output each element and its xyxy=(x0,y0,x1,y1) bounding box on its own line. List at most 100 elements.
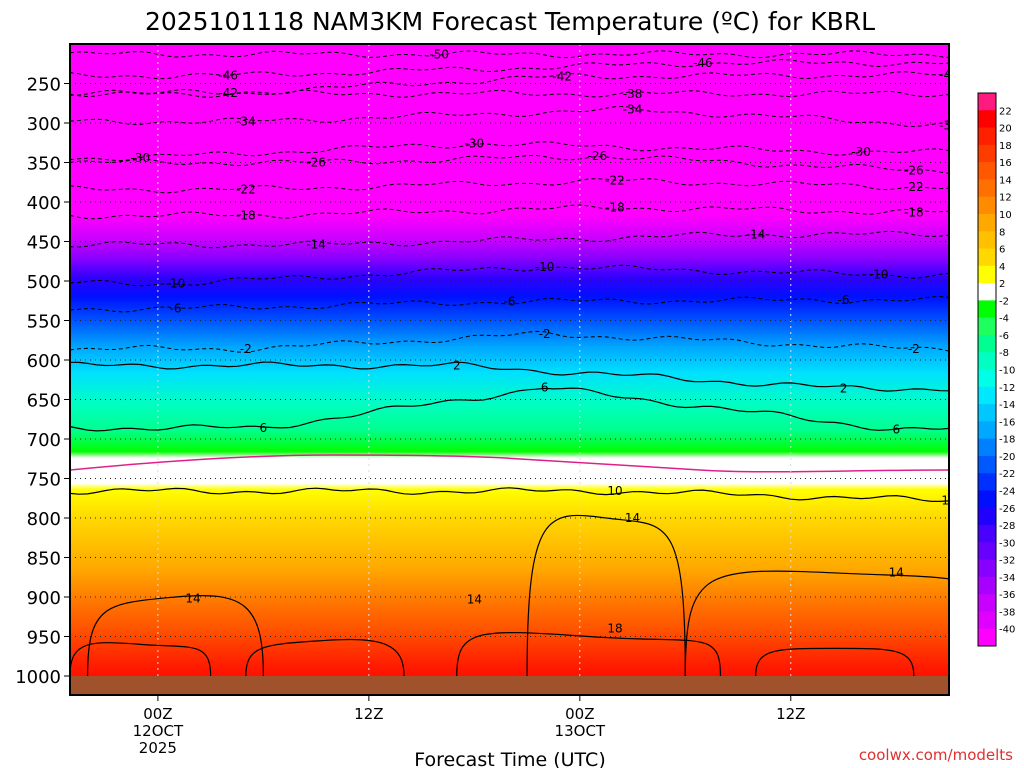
isotherm-label-text: -2 xyxy=(240,342,252,356)
isotherm-line xyxy=(70,487,949,502)
isotherm-label-text: 14 xyxy=(467,592,482,606)
colorbar: 22 20 18 16 14 12 10 8 6 4 2 -2 -4 -6 -8 -10 -12 -14 -16 -1… xyxy=(977,92,1015,647)
isotherm-label: -6 xyxy=(504,295,516,309)
colorbar-swatch xyxy=(978,507,996,526)
isotherm-label-text: -42 xyxy=(552,69,572,83)
isotherm-label-text: 6 xyxy=(260,421,268,435)
isotherm-label: -34 xyxy=(623,103,643,117)
isotherm-label: -14 xyxy=(746,227,766,241)
ground-surface xyxy=(70,676,949,695)
isotherm-contours xyxy=(70,50,949,677)
y-tick-label: 900 xyxy=(27,588,61,609)
colorbar-swatch xyxy=(978,594,996,612)
zero-degree-contour xyxy=(70,454,949,473)
isotherm-label-text: -34 xyxy=(236,114,256,128)
isotherm-label: -34 xyxy=(939,118,959,132)
isotherm-line xyxy=(70,58,949,80)
credit-text: coolwx.com/modelts xyxy=(859,746,1013,764)
colorbar-label: -12 xyxy=(999,383,1015,394)
isotherm-line xyxy=(70,264,949,287)
plot-area: -50 -46 -46 -42 -42 -42 -38 -34 -34 -34 -30 -30 -30 -… xyxy=(70,44,959,695)
isotherm-label: -14 xyxy=(306,238,326,252)
chart-title: 2025101118 NAM3KM Forecast Temperature (… xyxy=(145,7,875,36)
isotherm-label: -26 xyxy=(588,149,608,163)
colorbar-swatch xyxy=(978,421,996,440)
isotherm-label-text: 2 xyxy=(840,381,848,395)
colorbar-label: -26 xyxy=(999,504,1015,515)
isotherm-label-text: -14 xyxy=(746,227,766,241)
colorbar-label: -28 xyxy=(999,521,1015,532)
y-tick-label: 950 xyxy=(27,628,61,649)
isotherm-label-text: 14 xyxy=(889,566,904,580)
isotherm-label-text: 2 xyxy=(453,359,461,373)
x-tick-label: 00Z xyxy=(143,705,172,723)
isotherm-line xyxy=(526,514,686,677)
isotherm-label-text: -18 xyxy=(236,208,256,222)
colorbar-swatch xyxy=(978,127,996,146)
x-tick-label: 00Z xyxy=(565,705,594,723)
isotherm-label: -18 xyxy=(605,201,625,215)
colorbar-swatch xyxy=(978,179,996,198)
isotherm-label-text: -46 xyxy=(693,56,713,70)
isotherm-label-text: -22 xyxy=(904,180,924,194)
colorbar-swatch xyxy=(978,300,996,319)
isotherm-line xyxy=(70,295,949,313)
colorbar-swatch xyxy=(978,231,996,250)
isotherm-label-text: -30 xyxy=(851,145,871,159)
isotherm-label: -10 xyxy=(535,260,555,274)
isotherm-label-text: -6 xyxy=(504,295,516,309)
colorbar-label: 8 xyxy=(999,227,1005,238)
colorbar-swatch xyxy=(978,265,996,284)
colorbar-swatch xyxy=(978,473,996,491)
colorbar-label: -40 xyxy=(999,625,1015,636)
isotherm-label-text: 10 xyxy=(941,494,956,508)
colorbar-label: -20 xyxy=(999,452,1015,463)
colorbar-swatch xyxy=(978,369,996,388)
isotherm-label-text: 14 xyxy=(625,511,640,525)
colorbar-label: 6 xyxy=(999,245,1005,256)
colorbar-swatch xyxy=(978,525,996,543)
colorbar-swatch xyxy=(978,213,996,232)
isotherm-label: -46 xyxy=(218,69,238,83)
plot-frame xyxy=(69,43,950,696)
colorbar-label: 4 xyxy=(999,262,1005,273)
isotherm-line xyxy=(70,204,949,220)
isotherm-label: -2 xyxy=(539,327,551,341)
y-tick-label: 650 xyxy=(27,391,61,412)
colorbar-label: 16 xyxy=(999,158,1012,169)
isotherm-line xyxy=(70,361,949,392)
isotherm-line xyxy=(456,631,722,677)
isotherm-label-text: 6 xyxy=(892,423,900,437)
isotherm-label: -42 xyxy=(939,68,949,82)
temperature-field xyxy=(70,44,949,676)
isotherm-label-text: -30 xyxy=(465,137,485,151)
isotherm-label-text: -2 xyxy=(908,342,920,356)
y-tick-label: 1000 xyxy=(15,667,61,688)
isotherm-label: 10 xyxy=(607,484,622,498)
isotherm-label: 14 xyxy=(889,566,904,580)
colorbar-label: -36 xyxy=(999,590,1015,601)
isotherm-label: -2 xyxy=(908,342,920,356)
colorbar-label: -14 xyxy=(999,400,1015,411)
isotherm-label-text: -34 xyxy=(939,118,959,132)
isotherm-label-text: -26 xyxy=(306,156,326,170)
y-tick-label: 700 xyxy=(27,430,61,451)
isotherm-label-text: -10 xyxy=(166,276,186,290)
isotherm-label-text: -50 xyxy=(429,47,449,61)
colorbar-swatch xyxy=(978,162,996,180)
isotherm-line xyxy=(70,330,949,353)
isotherm-label: -26 xyxy=(904,163,924,177)
isotherm-label: -22 xyxy=(904,180,924,194)
isotherm-label: -30 xyxy=(131,151,151,165)
isotherm-label-text: -42 xyxy=(218,86,238,100)
isotherm-label-text: -6 xyxy=(838,293,850,307)
colorbar-swatch xyxy=(978,144,996,163)
colorbar-label: 2 xyxy=(999,279,1005,290)
isotherm-label: -10 xyxy=(869,268,889,282)
isotherm-label-text: 18 xyxy=(607,622,622,636)
isotherm-line xyxy=(245,638,405,677)
isotherm-label: -26 xyxy=(306,156,326,170)
colorbar-swatch xyxy=(978,334,996,353)
